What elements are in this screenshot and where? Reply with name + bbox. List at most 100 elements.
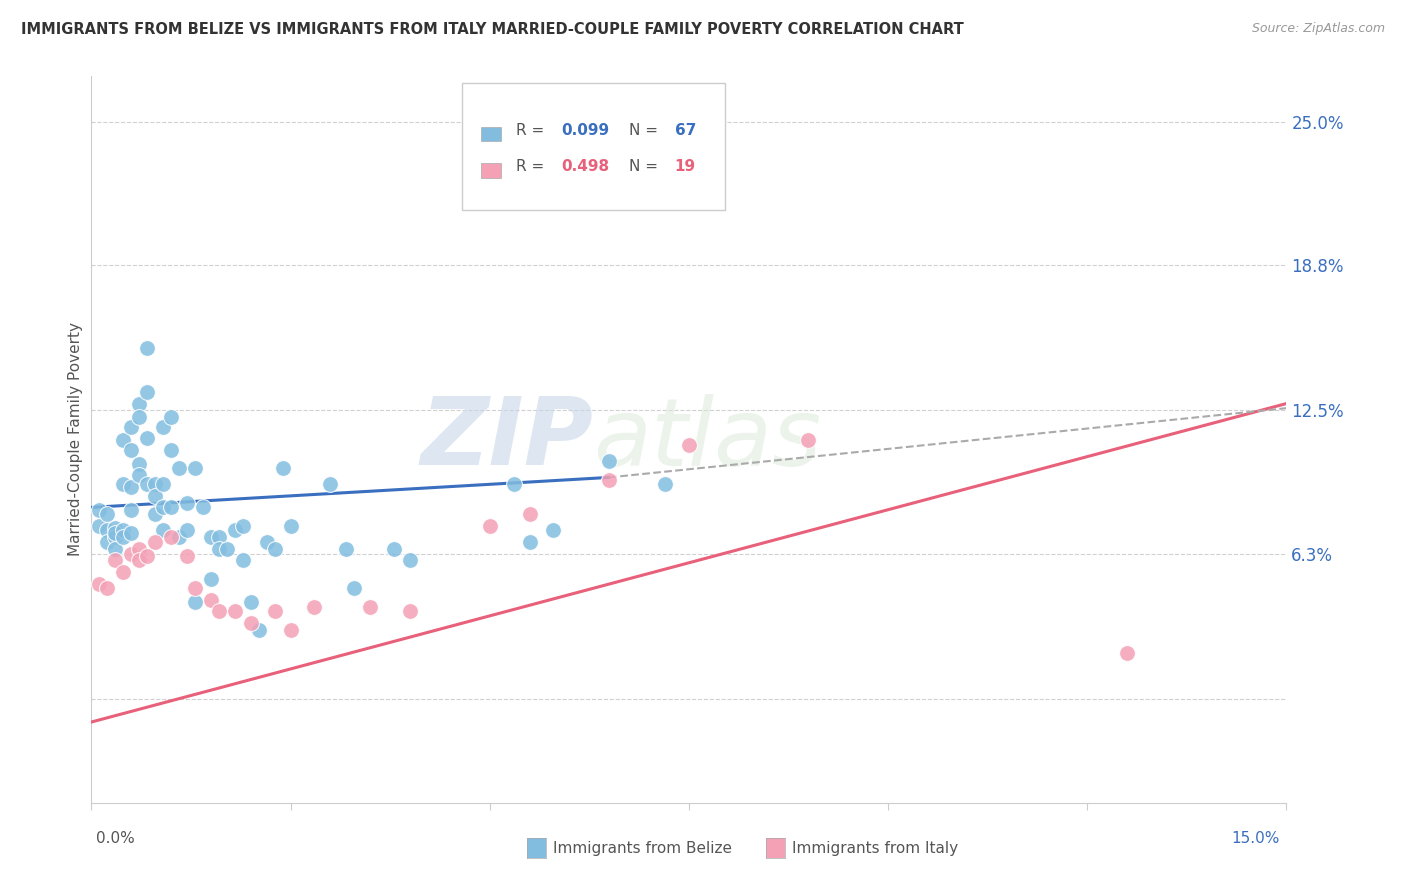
- Text: ZIP: ZIP: [420, 393, 593, 485]
- Point: [112, 524, 135, 538]
- Text: N =: N =: [630, 123, 664, 138]
- Point: [112, 530, 135, 544]
- Text: 0.099: 0.099: [561, 123, 609, 138]
- Point: [104, 553, 127, 567]
- Point: [232, 553, 254, 567]
- Point: [152, 524, 174, 538]
- Text: 0.498: 0.498: [561, 159, 609, 174]
- Point: [152, 419, 174, 434]
- FancyBboxPatch shape: [481, 163, 501, 178]
- Point: [224, 524, 246, 538]
- Point: [136, 384, 159, 399]
- Point: [143, 477, 166, 491]
- Point: [136, 477, 159, 491]
- Point: [678, 438, 700, 452]
- FancyBboxPatch shape: [481, 127, 501, 141]
- Point: [200, 572, 222, 586]
- Point: [104, 525, 127, 540]
- Point: [1116, 646, 1139, 660]
- FancyBboxPatch shape: [461, 83, 725, 211]
- Point: [160, 500, 183, 515]
- Point: [136, 549, 159, 563]
- Point: [143, 508, 166, 522]
- Text: 67: 67: [675, 123, 696, 138]
- Point: [215, 541, 238, 556]
- Text: R =: R =: [516, 123, 548, 138]
- Point: [519, 508, 541, 522]
- Point: [399, 604, 422, 618]
- Point: [232, 519, 254, 533]
- Point: [654, 477, 676, 491]
- Point: [167, 461, 190, 475]
- Point: [120, 525, 142, 540]
- Point: [263, 604, 285, 618]
- Point: [160, 410, 183, 425]
- Point: [359, 599, 381, 614]
- Point: [104, 541, 127, 556]
- Point: [96, 508, 118, 522]
- Point: [120, 419, 142, 434]
- Point: [184, 581, 207, 595]
- Point: [208, 541, 231, 556]
- Point: [176, 549, 198, 563]
- Point: [136, 341, 159, 355]
- Point: [112, 477, 135, 491]
- Point: [120, 547, 142, 561]
- Point: [120, 480, 142, 494]
- Point: [280, 519, 302, 533]
- Point: [239, 595, 262, 609]
- Point: [399, 553, 422, 567]
- Point: [271, 461, 294, 475]
- Text: Immigrants from Italy: Immigrants from Italy: [792, 841, 957, 855]
- Text: Immigrants from Belize: Immigrants from Belize: [553, 841, 731, 855]
- Point: [152, 500, 174, 515]
- Point: [598, 473, 620, 487]
- Point: [519, 535, 541, 549]
- Text: atlas: atlas: [593, 393, 821, 485]
- Point: [176, 524, 198, 538]
- Point: [128, 541, 150, 556]
- Point: [208, 604, 231, 618]
- Point: [143, 535, 166, 549]
- Point: [152, 477, 174, 491]
- Point: [89, 502, 111, 516]
- Point: [136, 431, 159, 445]
- Point: [280, 623, 302, 637]
- Point: [256, 535, 278, 549]
- Point: [247, 623, 270, 637]
- Text: 19: 19: [675, 159, 696, 174]
- Point: [502, 477, 524, 491]
- Point: [167, 530, 190, 544]
- Point: [112, 434, 135, 448]
- Point: [200, 530, 222, 544]
- Point: [120, 442, 142, 457]
- Text: 15.0%: 15.0%: [1232, 831, 1279, 846]
- Point: [96, 524, 118, 538]
- Point: [160, 442, 183, 457]
- Point: [208, 530, 231, 544]
- Point: [343, 581, 366, 595]
- Point: [184, 461, 207, 475]
- Point: [263, 541, 285, 556]
- Point: [96, 581, 118, 595]
- Point: [143, 489, 166, 503]
- Point: [104, 521, 127, 535]
- Text: N =: N =: [630, 159, 664, 174]
- Point: [184, 595, 207, 609]
- Point: [128, 457, 150, 471]
- Text: Source: ZipAtlas.com: Source: ZipAtlas.com: [1251, 22, 1385, 36]
- Point: [89, 519, 111, 533]
- Point: [120, 502, 142, 516]
- Point: [160, 530, 183, 544]
- Text: R =: R =: [516, 159, 548, 174]
- Point: [128, 396, 150, 410]
- Point: [598, 454, 620, 468]
- Point: [128, 553, 150, 567]
- Point: [382, 541, 405, 556]
- Point: [224, 604, 246, 618]
- Point: [200, 592, 222, 607]
- Point: [319, 477, 342, 491]
- Point: [797, 434, 820, 448]
- Point: [104, 530, 127, 544]
- Point: [478, 519, 501, 533]
